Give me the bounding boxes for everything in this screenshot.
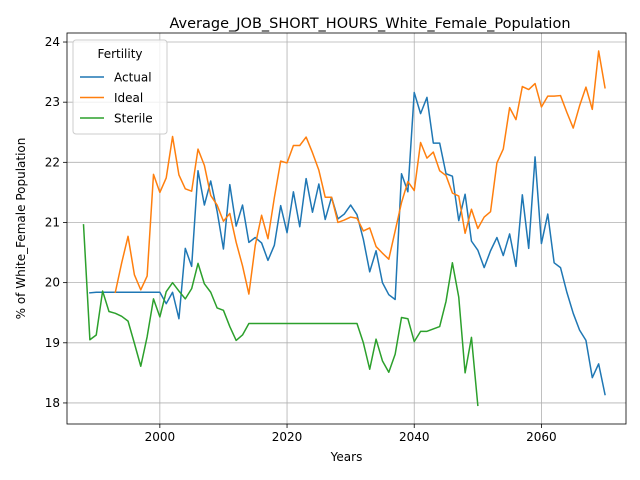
plot-area-frame bbox=[66, 32, 627, 425]
legend: Fertility Actual Ideal Sterile bbox=[72, 39, 168, 135]
legend-box bbox=[72, 39, 168, 135]
legend-label-sterile: Sterile bbox=[114, 112, 153, 126]
x-tick-label: 2060 bbox=[526, 430, 557, 444]
series-lines bbox=[82, 50, 606, 407]
legend-title: Fertility bbox=[97, 47, 142, 61]
legend-label-ideal: Ideal bbox=[114, 91, 143, 105]
legend-items: Actual Ideal Sterile bbox=[80, 71, 153, 126]
x-tick-label: 2040 bbox=[399, 430, 430, 444]
x-tick-label: 2000 bbox=[145, 430, 176, 444]
series-line-ideal bbox=[114, 50, 606, 295]
series-line-sterile bbox=[82, 224, 479, 407]
y-tick-label: 20 bbox=[45, 276, 60, 290]
y-tick-label: 19 bbox=[45, 336, 60, 350]
y-tick-label: 24 bbox=[45, 35, 60, 49]
chart-title: Average_JOB_SHORT_HOURS_White_Female_Pop… bbox=[169, 16, 570, 32]
x-tick-label: 2020 bbox=[272, 430, 303, 444]
y-tick-label: 18 bbox=[45, 396, 60, 410]
legend-label-actual: Actual bbox=[114, 71, 152, 85]
y-axis-label: % of White_Female Population bbox=[14, 138, 28, 320]
y-tick-label: 21 bbox=[45, 215, 60, 229]
y-tick-label: 22 bbox=[45, 155, 60, 169]
x-axis-label: Years bbox=[330, 450, 363, 464]
series-line-actual bbox=[89, 91, 606, 396]
axis-ticks: 2000 2020 2040 2060 18 19 20 21 22 23 24 bbox=[45, 35, 557, 444]
y-tick-label: 23 bbox=[45, 95, 60, 109]
